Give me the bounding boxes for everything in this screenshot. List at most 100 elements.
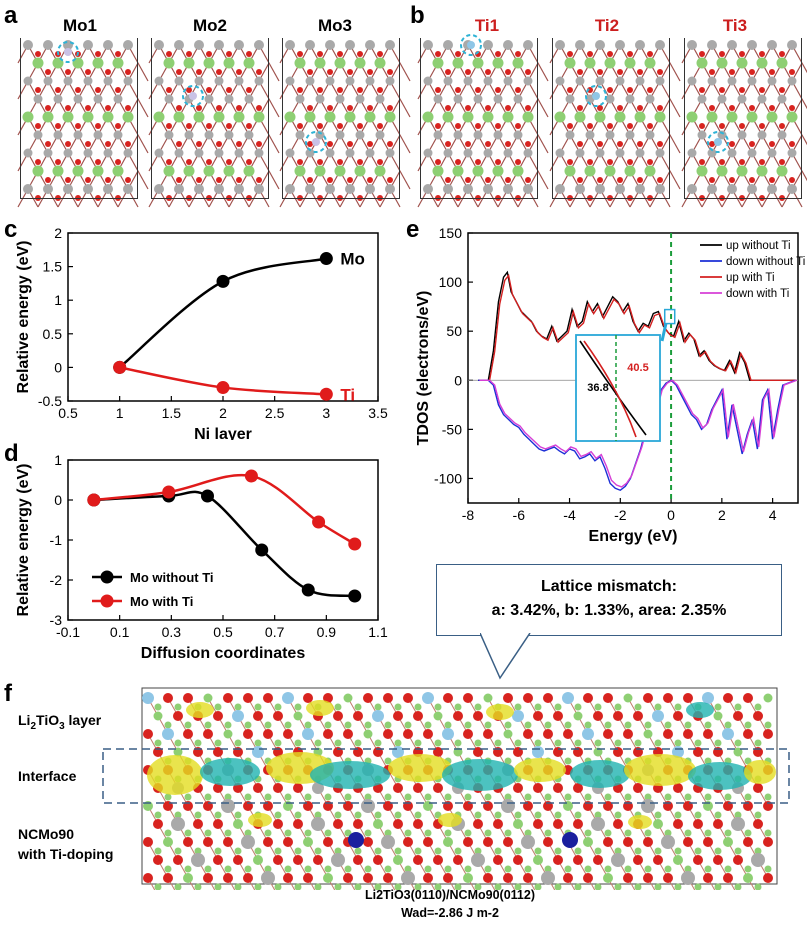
small-atom — [674, 703, 682, 711]
oxygen-atom — [186, 51, 192, 57]
structure-atoms-3 — [279, 40, 411, 208]
oxygen-atom — [176, 177, 182, 183]
atom — [686, 111, 698, 123]
small-atom — [494, 883, 502, 890]
atom — [92, 165, 104, 177]
atom — [613, 819, 623, 829]
small-atom — [444, 865, 452, 873]
small-atom — [344, 829, 352, 837]
small-atom — [294, 811, 302, 819]
oxygen-atom — [647, 123, 653, 129]
small-atom — [564, 757, 572, 765]
oxygen-atom — [186, 123, 192, 129]
atom — [776, 57, 788, 69]
structure-atoms-6 — [681, 40, 807, 208]
oxygen-atom — [739, 159, 745, 165]
atom — [285, 148, 295, 158]
small-atom — [474, 847, 482, 855]
atom — [503, 693, 513, 703]
oxygen-atom — [587, 123, 593, 129]
bond — [669, 62, 681, 82]
atom — [433, 94, 443, 104]
atom — [583, 693, 593, 703]
oxygen-atom — [196, 69, 202, 75]
lattice-mismatch-callout: Lattice mismatch: a: 3.42%, b: 1.33%, ar… — [436, 564, 782, 636]
atom — [473, 711, 483, 721]
oxygen-atom — [317, 159, 323, 165]
oxygen-atom — [176, 105, 182, 111]
work-of-adhesion: Wad=-2.86 J m-2 — [401, 906, 499, 920]
oxygen-atom — [125, 105, 131, 111]
charge-density-yellow — [744, 760, 776, 784]
oxygen-atom — [465, 69, 471, 75]
oxygen-atom — [455, 87, 461, 93]
oxygen-atom — [256, 141, 262, 147]
bond — [801, 134, 807, 146]
small-atom — [304, 829, 312, 837]
small-atom — [614, 739, 622, 747]
atom — [605, 130, 615, 140]
atom — [365, 76, 375, 86]
oxygen-atom — [297, 159, 303, 165]
chart-relative-energy-diffusion: -0.1 0.1 0.3 0.5 0.7 0.9 1.1 -3 -2 -1 0 1 Diffusion … — [15, 452, 388, 662]
dopant-atom — [312, 138, 320, 146]
bond — [801, 98, 807, 110]
oxygen-atom — [759, 159, 765, 165]
atom — [53, 130, 63, 140]
atom — [183, 837, 193, 847]
atom — [645, 130, 655, 140]
small-atom — [184, 829, 192, 837]
atom — [403, 729, 413, 739]
atom — [543, 837, 553, 847]
small-atom — [254, 847, 262, 855]
oxygen-atom — [699, 123, 705, 129]
atom — [63, 148, 73, 158]
atom — [473, 819, 483, 829]
atom — [543, 693, 553, 703]
atom — [213, 111, 225, 123]
small-atom — [604, 829, 612, 837]
atom — [787, 148, 797, 158]
oxygen-atom — [435, 87, 441, 93]
oxygen-atom — [186, 87, 192, 93]
atom — [203, 837, 213, 847]
atom — [253, 855, 263, 865]
oxygen-atom — [85, 105, 91, 111]
oxygen-atom — [307, 105, 313, 111]
oxygen-atom — [769, 105, 775, 111]
small-atom — [724, 865, 732, 873]
small-atom — [744, 721, 752, 729]
oxygen-atom — [577, 69, 583, 75]
y-tick-label: -1 — [50, 532, 63, 548]
atom — [243, 165, 255, 177]
atom — [422, 111, 434, 123]
atom — [123, 76, 133, 86]
y-tick-label: 1 — [54, 292, 62, 308]
oxygen-atom — [769, 141, 775, 147]
small-atom — [314, 883, 322, 890]
charge-density-cyan — [200, 758, 260, 786]
atom — [727, 184, 737, 194]
atom — [345, 76, 355, 86]
atom — [603, 693, 613, 703]
oxygen-atom — [45, 105, 51, 111]
atom — [503, 148, 513, 158]
oxygen-atom — [647, 87, 653, 93]
oxygen-atom — [495, 87, 501, 93]
atom — [595, 40, 605, 50]
charge-density-cyan — [442, 759, 518, 791]
atom — [733, 855, 743, 865]
atom — [22, 111, 34, 123]
dopant-atom — [64, 48, 72, 56]
oxygen-atom — [505, 69, 511, 75]
x-tick-label: 3 — [322, 405, 330, 421]
atom — [183, 693, 193, 703]
small-atom — [634, 847, 642, 855]
oxygen-atom — [435, 123, 441, 129]
atom — [635, 76, 645, 86]
atom — [533, 855, 543, 865]
oxygen-atom — [475, 123, 481, 129]
atom — [493, 819, 503, 829]
atom — [103, 184, 113, 194]
small-atom — [684, 721, 692, 729]
